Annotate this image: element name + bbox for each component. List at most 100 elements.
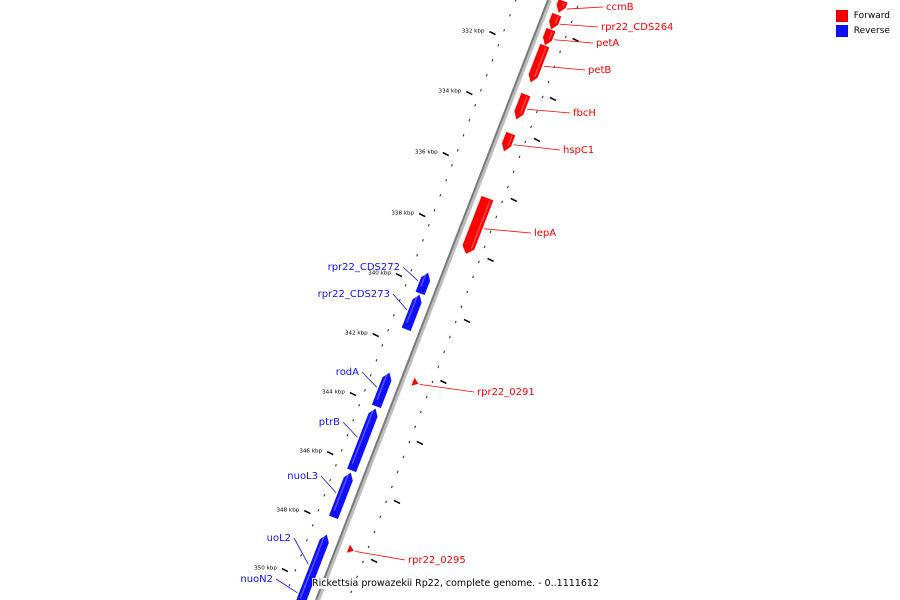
gene-petb-feature [528, 43, 550, 83]
gene-highlight [554, 16, 559, 24]
scale-dot [352, 418, 355, 422]
scale-dot [514, 0, 517, 2]
gene-highlight [507, 135, 513, 146]
scale-dot [300, 553, 303, 557]
scale-dot [381, 343, 384, 347]
scale-dot [466, 290, 469, 294]
tick-mark [572, 37, 579, 43]
scale-dot [350, 590, 353, 594]
gene-fbch-feature [514, 92, 531, 120]
scale-dot [547, 80, 550, 84]
gene-highlight [299, 585, 306, 599]
tick-mark [442, 151, 450, 157]
legend-reverse-label: Reverse [853, 25, 890, 36]
legend-reverse: Reverse [835, 23, 890, 38]
gene-leader-line [554, 39, 594, 44]
gene-label: ccmB [606, 2, 634, 13]
reverse-swatch [835, 24, 848, 37]
scale-dot [340, 448, 343, 452]
tick-mark [440, 379, 447, 385]
gene-label: ptrB [319, 417, 340, 428]
gene-label: rodA [336, 367, 359, 378]
tick-mark [416, 440, 424, 446]
tick-label: 344 kbp [322, 390, 345, 396]
tick-mark [370, 558, 378, 564]
scale-dot [497, 43, 500, 47]
gene-rpr22_cds264-feature [549, 12, 562, 30]
gene-label: rpr22_0291 [477, 387, 535, 398]
gene-leader-line [543, 65, 586, 71]
scale-dot [454, 320, 457, 324]
scale-dot [437, 365, 440, 369]
scale-dot [392, 313, 395, 317]
gene-highlight [470, 200, 491, 249]
gene-leader-line [293, 537, 309, 565]
scale-dot [414, 425, 417, 429]
gene-highlight [333, 473, 350, 511]
tick-mark [510, 197, 518, 203]
backbone-shadow [316, 0, 552, 600]
tick-label: 346 kbp [299, 449, 322, 455]
gene-label: rpr22_CDS272 [328, 262, 400, 273]
scale-dot [450, 163, 453, 167]
scale-dot [503, 28, 506, 32]
tick-label: 342 kbp [345, 331, 368, 337]
gene-leader-line [355, 550, 406, 561]
gene-label: rpr22_0295 [408, 555, 466, 566]
gene-ptrb-feature [347, 408, 378, 473]
tick-label: 334 kbp [439, 89, 462, 95]
scale-dot [323, 493, 326, 497]
scale-dot [408, 440, 411, 444]
scale-dot [367, 545, 370, 549]
legend: Forward Reverse [835, 8, 890, 38]
gene-highlight [406, 295, 419, 323]
gene-peta-feature [542, 27, 556, 46]
scale-dot [305, 538, 308, 542]
gene-rpr22_0295-feature [346, 544, 354, 553]
tick-mark [533, 137, 541, 143]
scale-dot [356, 575, 359, 579]
scale-dot [421, 238, 424, 242]
scale-dot [501, 200, 504, 204]
tick-mark [549, 96, 557, 102]
scale-dot [427, 223, 430, 227]
tick-mark [372, 332, 380, 338]
scale-dot [346, 433, 349, 437]
scale-dot [512, 170, 515, 174]
gene-label: nuoL3 [287, 471, 318, 482]
gene-nuol3-feature [328, 472, 353, 520]
gene-label: petB [588, 65, 611, 76]
gene-leader-line [320, 475, 337, 494]
scale-dot [559, 50, 562, 54]
scale-dot [495, 215, 498, 219]
scale-dot [396, 470, 399, 474]
scale-dot [564, 35, 567, 39]
scale-dot [416, 253, 419, 257]
scale-dot [317, 508, 320, 512]
gene-roda-feature [371, 372, 392, 409]
tick-mark [349, 391, 357, 397]
scale-dot [373, 530, 376, 534]
gene-highlight [351, 409, 375, 464]
scale-dot [439, 193, 442, 197]
scale-dot [288, 583, 291, 587]
gene-rpr22_cds272-feature [415, 272, 431, 296]
scale-dot [358, 403, 361, 407]
tick-mark [487, 257, 494, 263]
scale-dot [404, 283, 407, 287]
legend-forward: Forward [835, 8, 890, 23]
scale-dot [468, 118, 471, 122]
scale-dot [508, 13, 511, 17]
scale-dot [460, 305, 463, 309]
tick-label: 348 kbp [277, 508, 300, 514]
scale-dot [530, 125, 533, 129]
gene-nuon2-feature [296, 584, 310, 600]
scale-dot [433, 208, 436, 212]
scale-dot [518, 155, 521, 159]
scale-dot [445, 178, 448, 182]
scale-dot [390, 485, 393, 489]
scale-dot [410, 268, 413, 272]
scale-dot [363, 388, 366, 392]
scale-dot [456, 148, 459, 152]
gene-leader-line [560, 23, 599, 28]
